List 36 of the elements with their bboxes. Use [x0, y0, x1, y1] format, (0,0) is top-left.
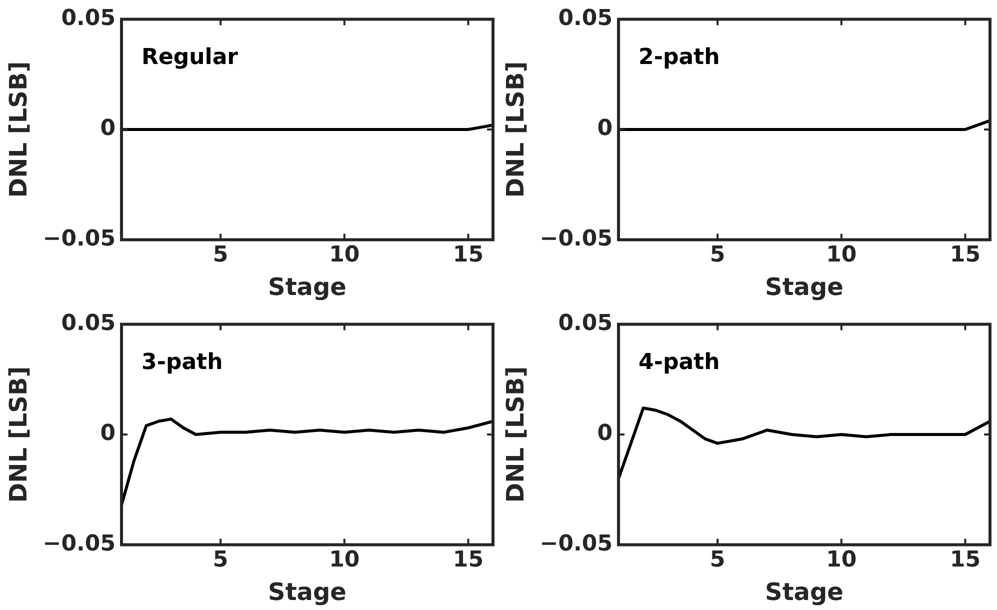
- x-axis-title: Stage: [765, 272, 844, 301]
- x-tick-label: 15: [950, 548, 981, 573]
- y-axis-title: DNL [LSB]: [4, 366, 33, 503]
- y-tick-label: 0.05: [61, 310, 116, 336]
- x-axis-title: Stage: [765, 578, 844, 606]
- y-tick-label: 0: [100, 116, 116, 142]
- x-tick-label: 5: [710, 242, 726, 268]
- y-tick-label: −0.05: [42, 532, 116, 557]
- annotation: 4-path: [638, 350, 720, 375]
- y-tick-label: −0.05: [42, 226, 116, 252]
- x-axis-title: Stage: [268, 272, 346, 301]
- x-tick-label: 10: [329, 548, 360, 573]
- x-tick-label: 15: [452, 242, 484, 268]
- annotation: Regular: [142, 44, 238, 70]
- x-axis-title: Stage: [268, 578, 346, 606]
- y-axis-title: DNL [LSB]: [4, 61, 33, 198]
- y-tick-label: 0: [100, 421, 116, 446]
- x-tick-label: 10: [826, 548, 857, 573]
- y-tick-label: 0.05: [558, 310, 613, 336]
- y-tick-label: −0.05: [540, 226, 613, 252]
- x-tick-label: 5: [212, 548, 228, 573]
- x-tick-label: 15: [452, 548, 484, 573]
- x-tick-label: 15: [950, 242, 981, 268]
- x-tick-label: 10: [329, 242, 360, 268]
- x-tick-label: 10: [826, 242, 857, 268]
- y-tick-label: 0.05: [61, 6, 116, 31]
- y-axis-title: DNL [LSB]: [502, 366, 530, 503]
- annotation: 2-path: [638, 44, 720, 70]
- y-axis-title: DNL [LSB]: [502, 61, 530, 198]
- x-tick-label: 5: [212, 242, 228, 268]
- x-tick-label: 5: [710, 548, 726, 573]
- annotation: 3-path: [142, 350, 223, 375]
- y-tick-label: −0.05: [540, 532, 613, 557]
- y-tick-label: 0.05: [558, 6, 613, 31]
- y-tick-label: 0: [597, 421, 613, 446]
- y-tick-label: 0: [597, 116, 613, 142]
